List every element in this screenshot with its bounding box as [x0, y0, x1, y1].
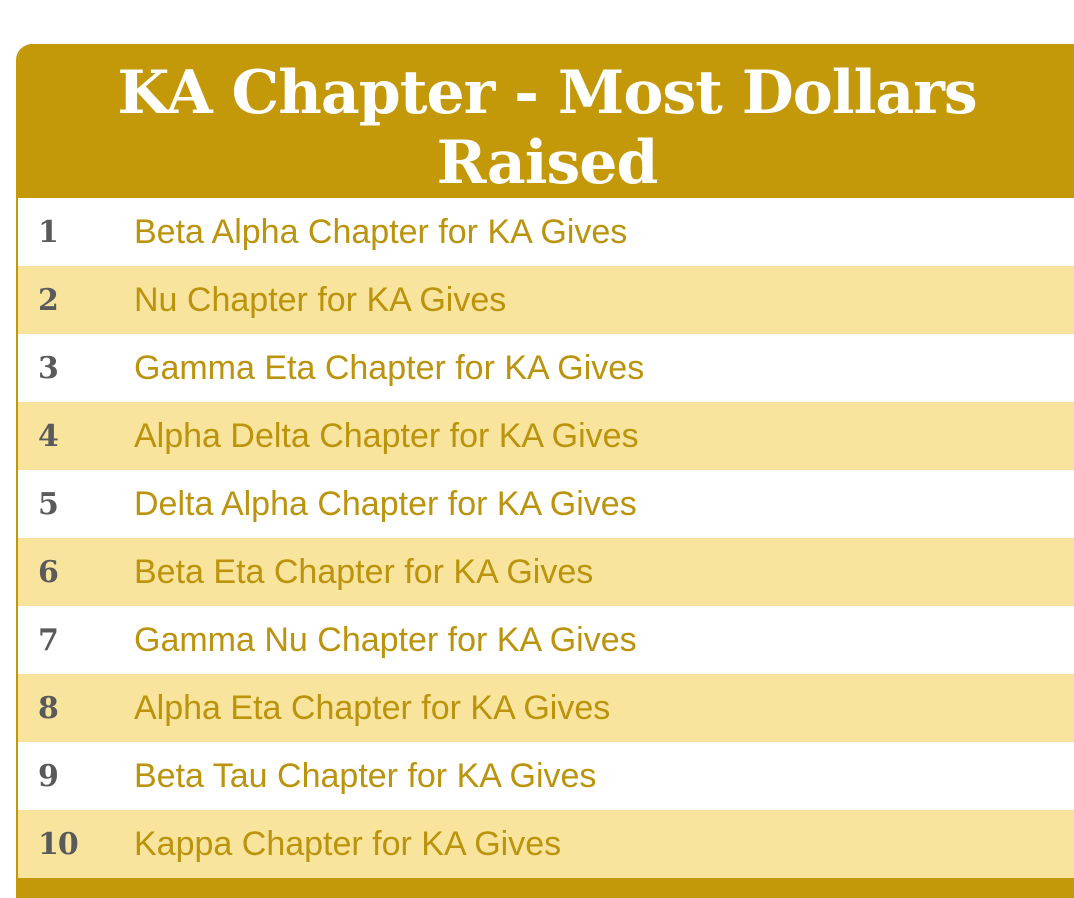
leaderboard-header: KA Chapter - Most Dollars Raised	[18, 44, 1074, 198]
leaderboard-row: 8 Alpha Eta Chapter for KA Gives	[18, 674, 1074, 742]
leaderboard-footer-bar	[18, 878, 1074, 898]
chapter-link[interactable]: Beta Tau Chapter for KA Gives	[134, 756, 597, 795]
rank-number: 3	[38, 350, 59, 386]
rank-number: 10	[38, 826, 79, 862]
leaderboard-row: 1 Beta Alpha Chapter for KA Gives	[18, 198, 1074, 266]
chapter-link[interactable]: Delta Alpha Chapter for KA Gives	[134, 484, 637, 523]
leaderboard-row: 5 Delta Alpha Chapter for KA Gives	[18, 470, 1074, 538]
leaderboard-row: 4 Alpha Delta Chapter for KA Gives	[18, 402, 1074, 470]
rank-number: 9	[38, 758, 59, 794]
rank-number: 2	[38, 282, 59, 318]
rank-number: 5	[38, 486, 59, 522]
leaderboard-row: 6 Beta Eta Chapter for KA Gives	[18, 538, 1074, 606]
rank-number: 7	[38, 622, 59, 658]
leaderboard-row: 7 Gamma Nu Chapter for KA Gives	[18, 606, 1074, 674]
chapter-link[interactable]: Alpha Eta Chapter for KA Gives	[134, 688, 611, 727]
chapter-link[interactable]: Nu Chapter for KA Gives	[134, 280, 507, 319]
rank-number: 6	[38, 554, 59, 590]
chapter-link[interactable]: Beta Eta Chapter for KA Gives	[134, 552, 594, 591]
rank-number: 8	[38, 690, 59, 726]
leaderboard-list: 1 Beta Alpha Chapter for KA Gives 2 Nu C…	[18, 198, 1074, 878]
leaderboard-card: KA Chapter - Most Dollars Raised 1 Beta …	[16, 44, 1074, 898]
chapter-link[interactable]: Gamma Nu Chapter for KA Gives	[134, 620, 637, 659]
leaderboard-title: KA Chapter - Most Dollars Raised	[117, 58, 977, 198]
chapter-link[interactable]: Kappa Chapter for KA Gives	[134, 824, 562, 863]
leaderboard-row: 9 Beta Tau Chapter for KA Gives	[18, 742, 1074, 810]
chapter-link[interactable]: Beta Alpha Chapter for KA Gives	[134, 212, 628, 251]
chapter-link[interactable]: Gamma Eta Chapter for KA Gives	[134, 348, 645, 387]
rank-number: 4	[38, 418, 59, 454]
leaderboard-row: 2 Nu Chapter for KA Gives	[18, 266, 1074, 334]
leaderboard-row: 10 Kappa Chapter for KA Gives	[18, 810, 1074, 878]
rank-number: 1	[38, 214, 59, 250]
chapter-link[interactable]: Alpha Delta Chapter for KA Gives	[134, 416, 639, 455]
leaderboard-row: 3 Gamma Eta Chapter for KA Gives	[18, 334, 1074, 402]
